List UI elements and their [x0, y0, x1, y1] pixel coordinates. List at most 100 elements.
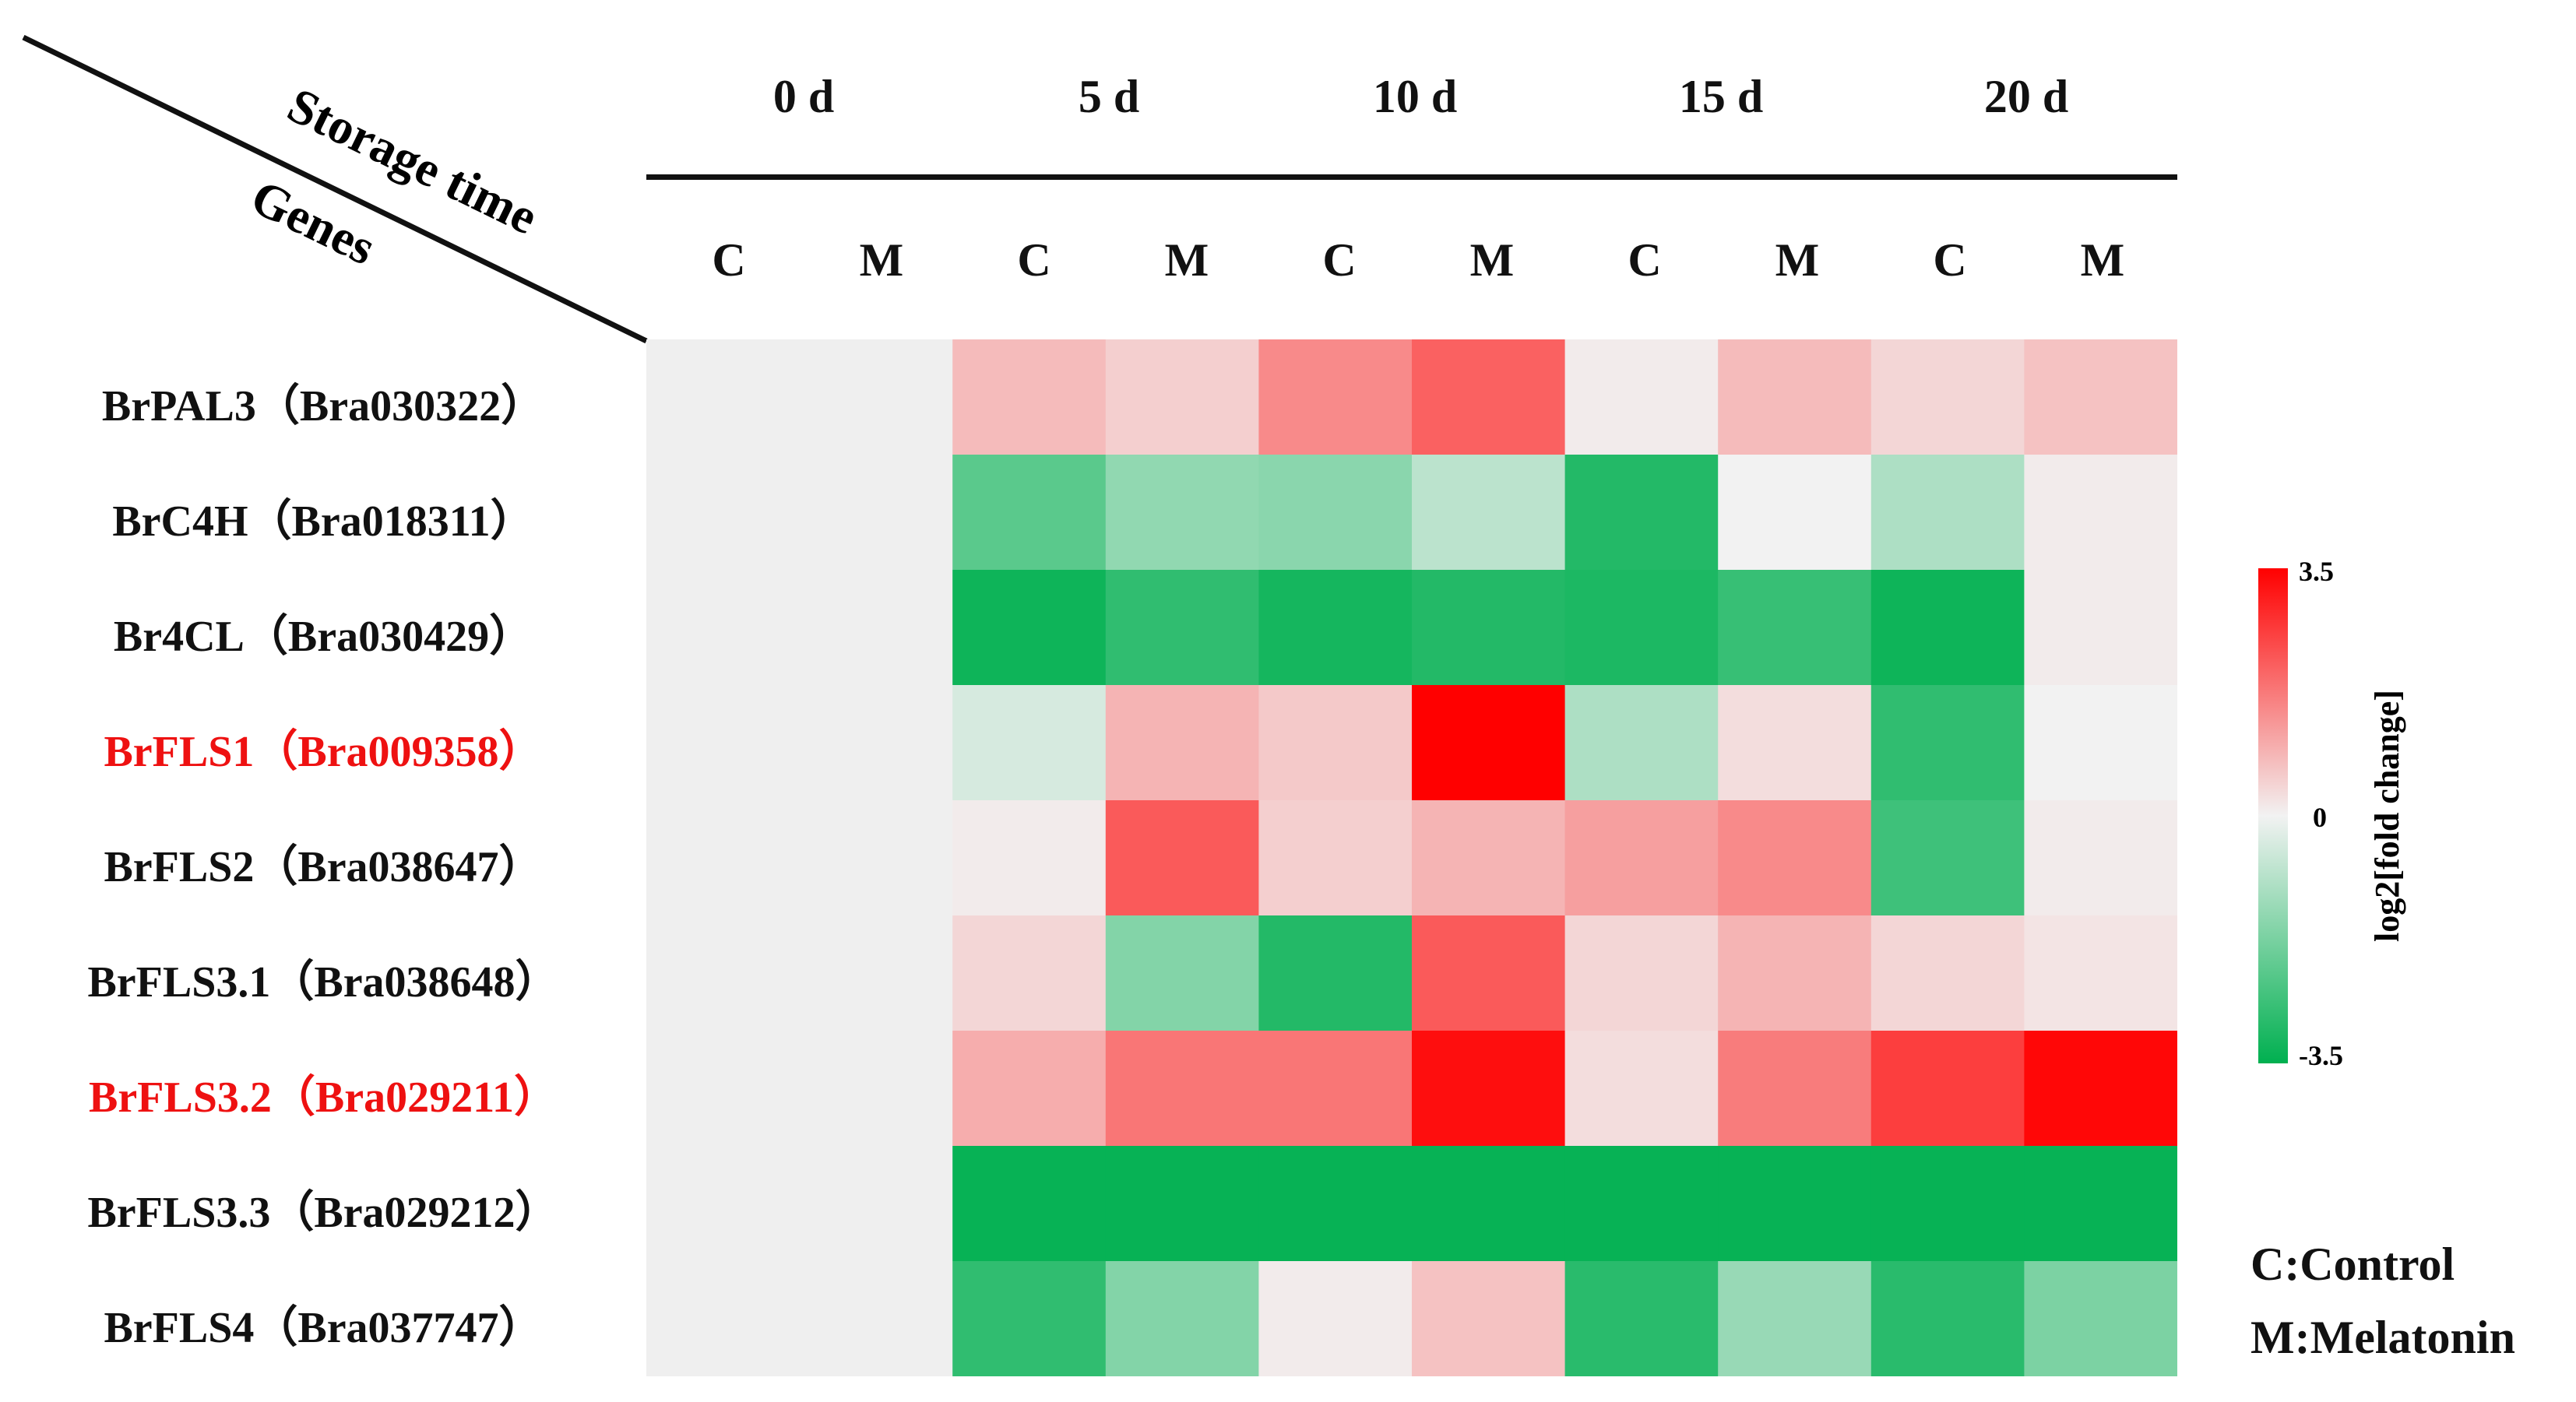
heatmap-cell	[1258, 570, 1413, 686]
heatmap-cell	[1258, 685, 1413, 801]
corner-divider-line	[22, 34, 648, 344]
heatmap-cell	[952, 455, 1107, 571]
colorbar: 3.5 0 -3.5 log2[fold change]	[2258, 560, 2406, 1071]
heatmap-cell	[1718, 570, 1872, 686]
heatmap-cell	[1258, 1031, 1413, 1147]
heatmap-cell	[1870, 1031, 2025, 1147]
heatmap-cell	[1870, 800, 2025, 916]
heatmap-cell	[799, 570, 953, 686]
heatmap-cell	[952, 1146, 1107, 1262]
header-rule	[646, 174, 2177, 180]
heatmap-cell	[1718, 915, 1872, 1031]
heatmap-cell	[799, 339, 953, 455]
heatmap-cell	[1258, 339, 1413, 455]
heatmap-cell	[1564, 1031, 1719, 1147]
heatmap-cell	[952, 339, 1107, 455]
condition-label: C	[1933, 234, 1967, 286]
heatmap-cell	[2024, 570, 2177, 686]
heatmap-cell	[2024, 1031, 2177, 1147]
heatmap-cell	[1412, 1146, 1566, 1262]
heatmap-cell	[2024, 1261, 2177, 1376]
heatmap-cell	[1105, 570, 1259, 686]
gene-label: Br4CL（Bra030429）	[113, 613, 533, 661]
condition-label: M	[1469, 234, 1515, 286]
heatmap-cell	[2024, 915, 2177, 1031]
gene-labels: BrPAL3（Bra030322） BrC4H（Bra018311） Br4CL…	[0, 0, 646, 1402]
condition-label: M	[1164, 234, 1209, 286]
heatmap-cell	[799, 800, 953, 916]
heatmap-cell	[1258, 1146, 1413, 1262]
heatmap-cell	[1564, 1261, 1719, 1376]
legend-control: C:Control	[2250, 1239, 2455, 1290]
heatmap-cell	[2024, 685, 2177, 801]
heatmap-cell	[646, 339, 801, 455]
gene-label-highlighted: BrFLS1（Bra009358）	[104, 728, 543, 776]
heatmap-cell	[952, 1031, 1107, 1147]
colorbar-tick: 0	[2313, 802, 2327, 833]
time-label-0d: 0 d	[772, 71, 835, 122]
heatmap-grid	[646, 339, 2177, 1376]
heatmap-cell	[952, 1261, 1107, 1376]
heatmap-cell	[1258, 1261, 1413, 1376]
heatmap-cell	[1564, 1146, 1719, 1262]
heatmap-cell	[1105, 1031, 1259, 1147]
condition-label: M	[2080, 234, 2125, 286]
heatmap-cell	[1564, 570, 1719, 686]
heatmap-cell	[1105, 915, 1259, 1031]
condition-row: C M C M C M C M C M	[0, 234, 2576, 296]
colorbar-tick: -3.5	[2299, 1040, 2343, 1071]
heatmap-cell	[1870, 570, 2025, 686]
heatmap-cell	[1412, 685, 1566, 801]
heatmap-cell	[1564, 915, 1719, 1031]
heatmap-cell	[799, 915, 953, 1031]
heatmap-cell	[799, 1031, 953, 1147]
heatmap-cell	[1870, 1146, 2025, 1262]
heatmap-cell	[1105, 339, 1259, 455]
heatmap-cell	[1870, 915, 2025, 1031]
heatmap-cell	[952, 570, 1107, 686]
heatmap-cell	[2024, 455, 2177, 571]
condition-label: M	[859, 234, 904, 286]
heatmap-cell	[1105, 1146, 1259, 1262]
heatmap-cell	[799, 455, 953, 571]
heatmap-cell	[1718, 339, 1872, 455]
condition-label: C	[1017, 234, 1051, 286]
corner-header: Storage time Genes	[22, 34, 648, 344]
heatmap-cell	[1105, 455, 1259, 571]
heatmap-cell	[799, 1261, 953, 1376]
gene-label: BrFLS3.3（Bra029212）	[87, 1189, 559, 1237]
heatmap-cell	[1870, 455, 2025, 571]
heatmap-cell	[1718, 800, 1872, 916]
time-label-20d: 20 d	[1983, 71, 2069, 122]
heatmap-cell	[799, 685, 953, 801]
heatmap-cell	[646, 570, 801, 686]
heatmap-cell	[1870, 339, 2025, 455]
heatmap-cell	[1564, 339, 1719, 455]
heatmap-cell	[646, 685, 801, 801]
time-label-5d: 5 d	[1078, 71, 1140, 122]
heatmap-cell	[2024, 1146, 2177, 1262]
legend-melatonin: M:Melatonin	[2250, 1312, 2515, 1363]
heatmap-cell	[1412, 800, 1566, 916]
heatmap-cell	[646, 915, 801, 1031]
heatmap-cell	[646, 1261, 801, 1376]
heatmap-cell	[1105, 685, 1259, 801]
gene-label: BrFLS3.1（Bra038648）	[87, 958, 559, 1007]
condition-label: C	[712, 234, 746, 286]
heatmap-cell	[952, 800, 1107, 916]
gene-label: BrFLS4（Bra037747）	[104, 1304, 543, 1352]
heatmap-cell	[1105, 1261, 1259, 1376]
heatmap-cell	[1258, 455, 1413, 571]
colorbar-label: log2[fold change]	[2368, 690, 2406, 942]
heatmap-cell	[1412, 1261, 1566, 1376]
condition-label: C	[1322, 234, 1357, 286]
heatmap-cell	[1258, 800, 1413, 916]
time-point-row: 0 d 5 d 10 d 15 d 20 d	[0, 70, 2576, 132]
heatmap-cell	[1718, 1031, 1872, 1147]
condition-label: M	[1775, 234, 1820, 286]
time-label-10d: 10 d	[1372, 71, 1458, 122]
heatmap-cell	[1718, 1146, 1872, 1262]
heatmap-cell	[799, 1146, 953, 1262]
heatmap-cell	[646, 455, 801, 571]
gene-label: BrFLS2（Bra038647）	[104, 843, 543, 891]
